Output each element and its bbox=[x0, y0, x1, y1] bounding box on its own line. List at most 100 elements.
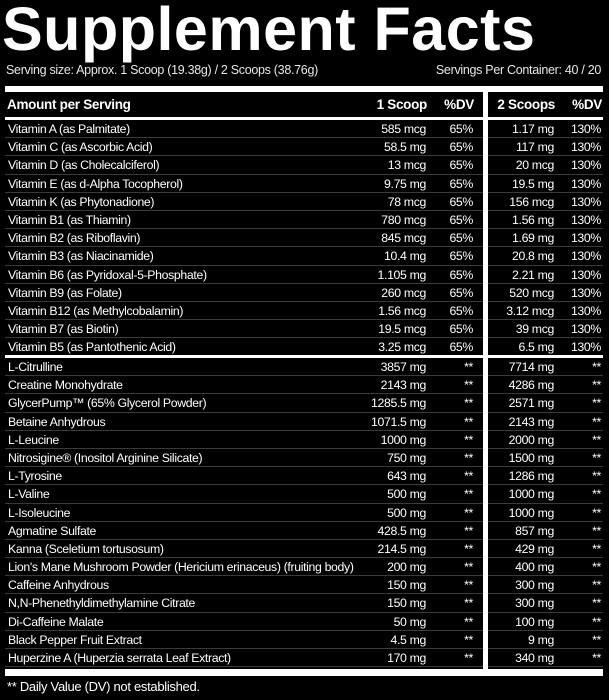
dv-1-scoop: ** bbox=[464, 578, 473, 593]
ingredient-row: L-Isoleucine 500 mg ** 1000 mg ** bbox=[5, 504, 603, 522]
amount-1-scoop: 845 mcg bbox=[381, 231, 426, 246]
amount-1-scoop: 58.5 mg bbox=[384, 140, 426, 155]
nutrient-name: Vitamin E (as d-Alpha Tocopherol) bbox=[8, 176, 183, 191]
amount-1-scoop: 150 mg bbox=[387, 596, 426, 611]
nutrient-name: Vitamin K (as Phytonadione) bbox=[8, 194, 155, 209]
dv-2-scoops: 130% bbox=[570, 267, 601, 282]
amount-1-scoop: 214.5 mg bbox=[377, 541, 427, 556]
serving-size: Serving size: Approx. 1 Scoop (19.38g) /… bbox=[6, 63, 318, 77]
dv-2-scoops: 130% bbox=[570, 158, 601, 173]
amount-1-scoop: 78 mcg bbox=[387, 194, 427, 209]
amount-1-scoop: 2143 mg bbox=[380, 378, 427, 393]
amount-2-scoops: 6.5 mg bbox=[518, 340, 555, 355]
vitamin-row: Vitamin B5 (as Pantothenic Acid) 3.25 mcg… bbox=[5, 338, 603, 357]
amount-1-scoop: 4.5 mg bbox=[390, 632, 427, 647]
vitamin-row: Vitamin K (as Phytonadione) 78 mcg 65% 156 … bbox=[5, 193, 603, 211]
vitamin-row: Vitamin B3 (as Niacinamide) 10.4 mg 65% 20.… bbox=[5, 247, 603, 266]
dv-1-scoop: ** bbox=[464, 487, 473, 502]
ingredient-row: GlycerPump™ (65% Glycerol Powder) 1285.5 … bbox=[5, 394, 603, 413]
dv-1-scoop: ** bbox=[464, 414, 473, 429]
nutrient-name: L-Leucine bbox=[8, 432, 59, 447]
nutrient-name: Vitamin D (as Cholecalciferol) bbox=[8, 158, 160, 173]
amount-2-scoops: 1.69 mg bbox=[512, 231, 554, 246]
dv-2-scoops: ** bbox=[592, 432, 601, 447]
dv-2-scoops: ** bbox=[592, 505, 601, 520]
nutrient-name: Black Pepper Fruit Extract bbox=[8, 632, 142, 647]
dv-2-scoops: ** bbox=[592, 541, 601, 556]
amount-2-scoops: 2143 mg bbox=[508, 414, 555, 429]
dv-1-scoop: 65% bbox=[449, 140, 473, 155]
nutrient-name: L-Isoleucine bbox=[8, 505, 71, 520]
amount-1-scoop: 150 mg bbox=[387, 578, 426, 593]
dv-1-scoop: ** bbox=[464, 541, 473, 556]
amount-2-scoops: 3.12 mcg bbox=[506, 303, 554, 318]
dv-1-scoop: 65% bbox=[449, 249, 473, 264]
dv-1-scoop: 65% bbox=[449, 122, 473, 136]
dv-1-scoop: 65% bbox=[449, 322, 473, 337]
column-divider bbox=[483, 92, 488, 670]
dv-1-scoop: 65% bbox=[449, 212, 473, 227]
amount-2-scoops: 9 mg bbox=[528, 632, 554, 647]
amount-1-scoop: 9.75 mg bbox=[384, 176, 426, 191]
nutrient-name: Huperzine A (Huperzia serrata Leaf Extra… bbox=[8, 651, 231, 665]
nutrient-name: N,N-Phenethyldimethylamine Citrate bbox=[8, 596, 195, 611]
amount-2-scoops: 156 mcg bbox=[509, 194, 554, 209]
nutrient-name: Agmatine Sulfate bbox=[8, 523, 97, 538]
amount-2-scoops: 100 mg bbox=[515, 614, 554, 629]
dv-2-scoops: 130% bbox=[570, 322, 601, 337]
nutrient-name: Creatine Monohydrate bbox=[8, 378, 123, 393]
dv-1-scoop: ** bbox=[464, 469, 473, 484]
amount-1-scoop: 1071.5 mg bbox=[371, 414, 426, 429]
nutrient-name: Di-Caffeine Malate bbox=[8, 614, 104, 629]
amount-2-scoops: 39 mcg bbox=[515, 322, 555, 337]
amount-2-scoops: 300 mg bbox=[515, 596, 554, 611]
page-title: Supplement Facts bbox=[2, 0, 536, 63]
ingredient-row: L-Leucine 1000 mg ** 2000 mg ** bbox=[5, 431, 603, 449]
nutrient-name: Vitamin A (as Palmitate) bbox=[8, 122, 130, 136]
top-divider bbox=[5, 86, 603, 92]
amount-1-scoop: 50 mg bbox=[393, 614, 427, 629]
dv-1-scoop: 65% bbox=[449, 340, 473, 355]
ingredients-table: L-Citrulline 3857 mg ** 7714 mg ** Creatine M… bbox=[5, 358, 603, 668]
amount-1-scoop: 428.5 mg bbox=[377, 523, 427, 538]
dv-1-scoop: 65% bbox=[449, 267, 473, 282]
amount-2-scoops: 117 mg bbox=[515, 140, 554, 155]
ingredient-row: L-Valine 500 mg ** 1000 mg ** bbox=[5, 485, 603, 504]
header-dv-2: %DV bbox=[572, 97, 602, 112]
ingredient-row: Black Pepper Fruit Extract 4.5 mg ** 9 mg ** bbox=[5, 631, 603, 649]
amount-1-scoop: 585 mcg bbox=[381, 122, 426, 136]
amount-2-scoops: 2000 mg bbox=[508, 432, 555, 447]
amount-2-scoops: 1000 mg bbox=[508, 505, 555, 520]
header-amount: Amount per Serving bbox=[7, 97, 131, 112]
nutrient-name: Caffeine Anhydrous bbox=[8, 578, 109, 593]
dv-1-scoop: 65% bbox=[449, 285, 473, 300]
amount-2-scoops: 1000 mg bbox=[508, 487, 555, 502]
ingredient-row: Lion's Mane Mushroom Powder (Hericium er… bbox=[5, 558, 603, 577]
dv-2-scoops: ** bbox=[592, 469, 601, 484]
ingredient-row: Creatine Monohydrate 2143 mg ** 4286 mg ** bbox=[5, 376, 603, 395]
ingredient-row: Huperzine A (Huperzia serrata Leaf Extra… bbox=[5, 649, 603, 668]
dv-1-scoop: ** bbox=[464, 396, 473, 411]
dv-1-scoop: 65% bbox=[449, 176, 473, 191]
dv-2-scoops: ** bbox=[592, 523, 601, 538]
amount-1-scoop: 500 mg bbox=[387, 487, 426, 502]
nutrient-name: Nitrosigine® (Inositol Arginine Silicate… bbox=[8, 450, 203, 465]
header-1-scoop: 1 Scoop bbox=[376, 97, 428, 112]
amount-1-scoop: 750 mg bbox=[387, 450, 426, 465]
amount-1-scoop: 13 mcg bbox=[387, 158, 427, 173]
amount-2-scoops: 1.56 mg bbox=[512, 212, 554, 227]
amount-1-scoop: 19.5 mcg bbox=[378, 322, 426, 337]
vitamin-row: Vitamin B2 (as Riboflavin) 845 mcg 65% 1.69… bbox=[5, 229, 603, 248]
vitamin-row: Vitamin E (as d-Alpha Tocopherol) 9.75 mg… bbox=[5, 175, 603, 193]
dv-1-scoop: ** bbox=[464, 596, 473, 611]
nutrient-name: Vitamin C (as Ascorbic Acid) bbox=[8, 140, 153, 155]
nutrient-name: Betaine Anhydrous bbox=[8, 414, 106, 429]
dv-2-scoops: ** bbox=[592, 396, 601, 411]
amount-1-scoop: 1.105 mg bbox=[377, 267, 427, 282]
nutrient-name: Vitamin B5 (as Pantothenic Acid) bbox=[8, 340, 176, 355]
header-divider bbox=[5, 117, 603, 120]
dv-2-scoops: ** bbox=[592, 578, 601, 593]
amount-2-scoops: 19.5 mg bbox=[512, 176, 554, 191]
dv-2-scoops: ** bbox=[592, 614, 601, 629]
dv-1-scoop: 65% bbox=[449, 158, 473, 173]
